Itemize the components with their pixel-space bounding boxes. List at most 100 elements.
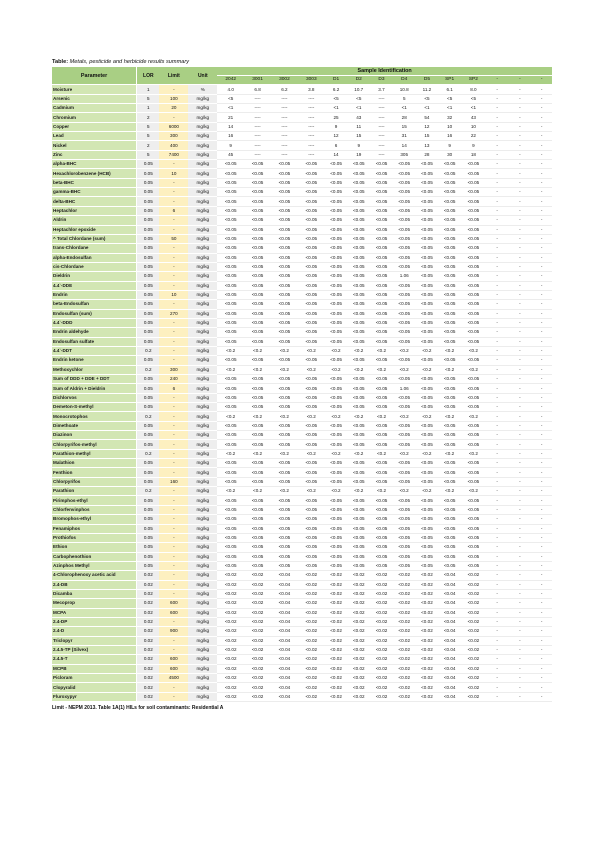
result-cell: <0.05 (244, 327, 271, 338)
result-cell: ---- (244, 122, 271, 133)
result-cell: <0.05 (370, 243, 393, 254)
result-cell: <0.05 (461, 206, 486, 217)
result-cell: <0.02 (297, 598, 325, 609)
lor-cell: 0.05 (136, 187, 160, 198)
result-cell: - (508, 122, 532, 133)
result-cell: 18 (461, 150, 486, 161)
result-cell: <0.05 (217, 253, 245, 263)
unit-cell: mg/kg (188, 299, 218, 310)
result-cell: <0.05 (438, 159, 462, 170)
result-cell: <0.05 (217, 206, 245, 217)
result-cell: <0.05 (461, 458, 486, 469)
result-cell: <0.02 (217, 570, 245, 581)
result-cell: - (485, 112, 509, 123)
result-cell: - (531, 150, 552, 161)
result-cell: - (531, 458, 552, 469)
result-cell: <0.04 (438, 617, 462, 628)
table-row: Moisture 1-% 4.0 6.8 6.2 3.8 6.2 10.7 3.7 10.8 11.… (52, 84, 552, 95)
unit-cell: mg/kg (188, 262, 218, 273)
unit-cell: mg/kg (188, 477, 218, 488)
result-cell: <0.05 (244, 281, 271, 291)
result-cell: ---- (270, 94, 298, 105)
limit-cell: 600 (159, 598, 189, 609)
limit-cell: 100 (159, 94, 189, 105)
parameter-cell: 2.4-DP (52, 617, 138, 628)
result-cell: <0.05 (270, 327, 298, 338)
table-row: Endosulfan sulfate 0.05- mg/kg <0.05 <0.05 <0… (52, 337, 552, 347)
result-cell: ---- (370, 103, 393, 114)
result-cell: <0.04 (270, 636, 298, 646)
result-cell: <0.05 (297, 178, 325, 189)
result-cell: <0.2 (297, 411, 325, 422)
result-cell: <0.02 (217, 682, 245, 693)
limit-cell: - (159, 514, 189, 525)
result-cell: <0.2 (217, 449, 245, 460)
result-cell: <0.05 (347, 234, 371, 245)
header-sample: D2 (347, 75, 371, 86)
lor-cell: 5 (136, 122, 160, 133)
result-cell: - (485, 140, 509, 151)
result-cell: - (485, 94, 509, 105)
result-cell: <0.05 (347, 402, 371, 413)
table-row: 2.4.5-TP (Silvex) 0.02- mg/kg <0.02 <0.02 <0.… (52, 645, 552, 656)
result-cell: <0.05 (461, 505, 486, 516)
result-cell: - (531, 299, 552, 310)
lor-cell: 0.02 (136, 626, 160, 637)
result-cell: <0.05 (438, 524, 462, 534)
result-cell: <0.02 (415, 626, 439, 637)
result-cell: - (508, 327, 532, 338)
header-sample: D5 (415, 75, 439, 86)
result-cell: ---- (297, 122, 325, 133)
result-cell: <0.05 (392, 262, 416, 273)
result-cell: <0.05 (392, 299, 416, 310)
parameter-cell: Prothiofos (52, 533, 138, 544)
result-cell: 10 (438, 122, 462, 133)
result-cell: <0.05 (270, 290, 298, 301)
result-cell: - (508, 505, 532, 516)
result-cell: - (485, 486, 509, 497)
result-cell: <0.2 (415, 346, 439, 357)
table-row: Azinphos Methyl 0.05- mg/kg <0.05 <0.05 <0.05… (52, 561, 552, 572)
unit-cell: mg/kg (188, 514, 218, 525)
lor-cell: 0.05 (136, 402, 160, 413)
result-cell: - (508, 383, 532, 394)
parameter-cell: Demeton-S-methyl (52, 402, 138, 413)
result-cell: - (531, 411, 552, 422)
result-cell: - (508, 159, 532, 170)
result-cell: <0.2 (461, 486, 486, 497)
result-cell: <0.05 (244, 383, 271, 394)
result-cell: <0.02 (324, 645, 348, 656)
lor-cell: 0.05 (136, 159, 160, 170)
result-cell: - (508, 411, 532, 422)
lor-cell: 0.05 (136, 253, 160, 263)
lor-cell: 0.2 (136, 365, 160, 376)
table-row: alpha-BHC 0.05- mg/kg <0.05 <0.05 <0.05 <0.05 <… (52, 159, 552, 170)
result-cell: <0.02 (297, 654, 325, 665)
result-cell: <0.02 (324, 608, 348, 618)
result-cell: <1 (324, 103, 348, 114)
unit-cell: mg/kg (188, 159, 218, 170)
result-cell: <0.05 (270, 383, 298, 394)
result-cell: 45 (217, 150, 245, 161)
parameter-cell: 4.4`-DDD (52, 318, 138, 329)
result-cell: 11 (347, 122, 371, 133)
result-cell: <0.05 (461, 253, 486, 263)
result-cell: <0.02 (324, 692, 348, 703)
results-table: Parameter LOR Limit Unit Sample Identifi… (52, 67, 552, 703)
limit-cell: - (159, 243, 189, 254)
header-sample: - (485, 75, 509, 86)
parameter-cell: Chromium (52, 112, 138, 123)
limit-cell: - (159, 589, 189, 600)
limit-cell: - (159, 580, 189, 590)
table-row: Copper 5 6000 mg/kg 14 ---- ---- ---- 9 11 ---- 15 1… (52, 122, 552, 133)
limit-cell: - (159, 393, 189, 404)
result-cell: <0.02 (347, 608, 371, 618)
result-cell: 31 (392, 131, 416, 142)
result-cell: <0.05 (217, 271, 245, 282)
parameter-cell: Monocrotophos (52, 411, 138, 422)
result-cell: <0.05 (217, 533, 245, 544)
table-row: Parathion 0.2- mg/kg <0.2 <0.2 <0.2 <0.2 <0.2 <0… (52, 486, 552, 497)
lor-cell: 0.05 (136, 552, 160, 562)
result-cell: <0.05 (297, 542, 325, 553)
result-cell: - (485, 262, 509, 273)
